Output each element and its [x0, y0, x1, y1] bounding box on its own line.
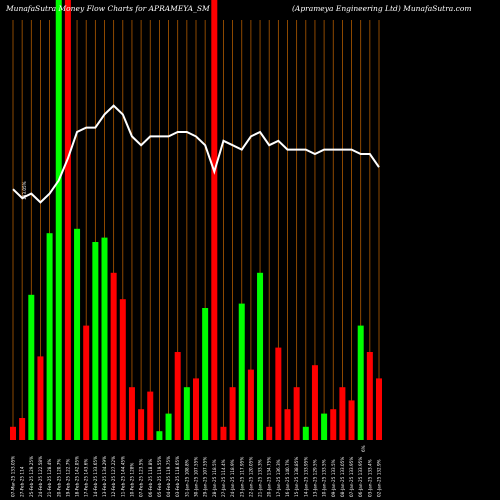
- x-tick-label: 12-Feb-25 127.22%: [111, 456, 116, 497]
- x-tick-label: 14-Feb-25 133.65%: [93, 456, 98, 497]
- x-tick-label: 06-Feb-25 118.8%: [148, 459, 153, 497]
- bar: [247, 369, 254, 440]
- bar: [138, 409, 145, 440]
- x-tick-label: 14-Jan-25 133.95%: [303, 457, 308, 497]
- side-label-right: 6%: [361, 445, 366, 452]
- bar: [266, 426, 273, 440]
- bar: [376, 378, 382, 440]
- bar: [202, 308, 209, 440]
- x-tick-label: 24-Feb-25 122.58%: [38, 456, 43, 497]
- bar: [229, 387, 236, 440]
- bar: [37, 356, 44, 440]
- x-tick-label: 13-Feb-25 134.29%: [102, 456, 107, 497]
- bar: [330, 409, 337, 440]
- bar: [220, 426, 227, 440]
- bar: [238, 303, 245, 440]
- x-tick-label: 07-Feb-25 123.5%: [139, 459, 144, 497]
- price-line: [12, 104, 380, 204]
- x-tick-label: 04-Feb-25 119.75%: [166, 456, 171, 497]
- x-tick-label: 25-Feb-25 129.25%: [29, 456, 34, 497]
- x-tick-label: 06-Jan-25 133.95%: [358, 457, 363, 497]
- bar: [55, 0, 62, 440]
- x-tick-label: 21-Feb-25 128.4%: [47, 459, 52, 497]
- bar: [128, 387, 135, 440]
- bar: [165, 413, 172, 440]
- x-tick-labels: 07-Mar-25 133.05% 27-Feb-25 114 25-Feb-25 …: [11, 181, 382, 497]
- x-tick-label: 09-Jan-25 133.5%: [331, 459, 336, 497]
- bar: [64, 0, 71, 440]
- bar: [348, 400, 355, 440]
- x-tick-label: 02-Jan-25 132.9%: [377, 459, 382, 497]
- x-tick-label: 17-Feb-25 143.6%: [84, 459, 89, 497]
- x-tick-label: 21-Jan-25 133.3%: [258, 459, 263, 497]
- bar: [46, 233, 53, 440]
- bar: [275, 347, 282, 440]
- x-tick-label: 30-Jan-25 107.55%: [194, 457, 199, 497]
- bar: [321, 413, 328, 440]
- x-tick-label: 20-Feb-25 120.7%: [56, 459, 61, 497]
- x-tick-label: 13-Jan-25 129.5%: [312, 459, 317, 497]
- x-tick-label: 24-Jan-25 118.9%: [230, 459, 235, 497]
- x-tick-label: 10-Feb-25 128%: [129, 463, 134, 497]
- side-label-left: 133.05%: [22, 181, 27, 200]
- bar: [101, 237, 108, 440]
- x-tick-label: 17-Jan-25 136.3%: [276, 459, 281, 497]
- x-tick-label: 23-Jan-25 117.95%: [239, 457, 244, 497]
- bar: [28, 294, 35, 440]
- x-tick-label: 03-Jan-25 133.4%: [367, 459, 372, 497]
- x-tick-label: 29-Jan-25 107.55%: [203, 457, 208, 497]
- x-tick-label: 27-Jan-25 114.4%: [221, 459, 226, 497]
- bar: [174, 352, 181, 440]
- bar: [193, 378, 199, 440]
- bar: [211, 0, 218, 440]
- x-tick-label: 27-Feb-25 114: [20, 466, 25, 497]
- bar: [83, 325, 90, 440]
- bar: [119, 299, 126, 440]
- bar: [339, 387, 346, 440]
- x-tick-label: 07-Mar-25 133.05%: [11, 456, 16, 497]
- bar: [311, 365, 318, 440]
- x-tick-label: 20-Jan-25 134.75%: [267, 457, 272, 497]
- x-tick-label: 03-Feb-25 118.65%: [175, 456, 180, 497]
- x-tick-label: 28-Jan-25 118.5%: [212, 459, 217, 497]
- x-tick-label: 18-Feb-25 142.05%: [75, 456, 80, 497]
- x-tick-label: 07-Jan-25 133.95%: [349, 457, 354, 497]
- bar: [257, 272, 264, 440]
- bar: [183, 387, 190, 440]
- x-tick-label: 19-Feb-25 122.7%: [65, 459, 70, 497]
- price-line-path: [12, 104, 380, 204]
- bar: [92, 242, 99, 440]
- x-tick-label: 31-Jan-25 108.8%: [184, 459, 189, 497]
- x-tick-label: 10-Jan-25 133.5%: [322, 459, 327, 497]
- bar: [74, 228, 81, 440]
- x-tick-label: 11-Feb-25 144.45%: [120, 456, 125, 497]
- bar: [10, 426, 16, 440]
- x-tick-label: 05-Feb-25 119.55%: [157, 456, 162, 497]
- bar: [302, 426, 309, 440]
- bar: [110, 272, 117, 440]
- bar: [293, 387, 300, 440]
- bars: [10, 0, 382, 440]
- x-tick-label: 08-Jan-25 133.05%: [340, 457, 345, 497]
- x-tick-label: 22-Jan-25 120.05%: [248, 457, 253, 497]
- chart-subtitle: (Aprameya Engineering Ltd) MunafaSutra.c…: [292, 4, 471, 13]
- chart-title: MunafaSutra Money Flow Charts for APRAME…: [5, 4, 210, 13]
- bar: [366, 352, 373, 440]
- bar: [156, 431, 163, 440]
- x-tick-label: 16-Jan-25 140.7%: [285, 459, 290, 497]
- bar: [284, 409, 291, 440]
- x-tick-label: 15-Jan-25 138.85%: [294, 457, 299, 497]
- bar: [147, 391, 154, 440]
- bar: [357, 325, 364, 440]
- bar: [19, 418, 26, 440]
